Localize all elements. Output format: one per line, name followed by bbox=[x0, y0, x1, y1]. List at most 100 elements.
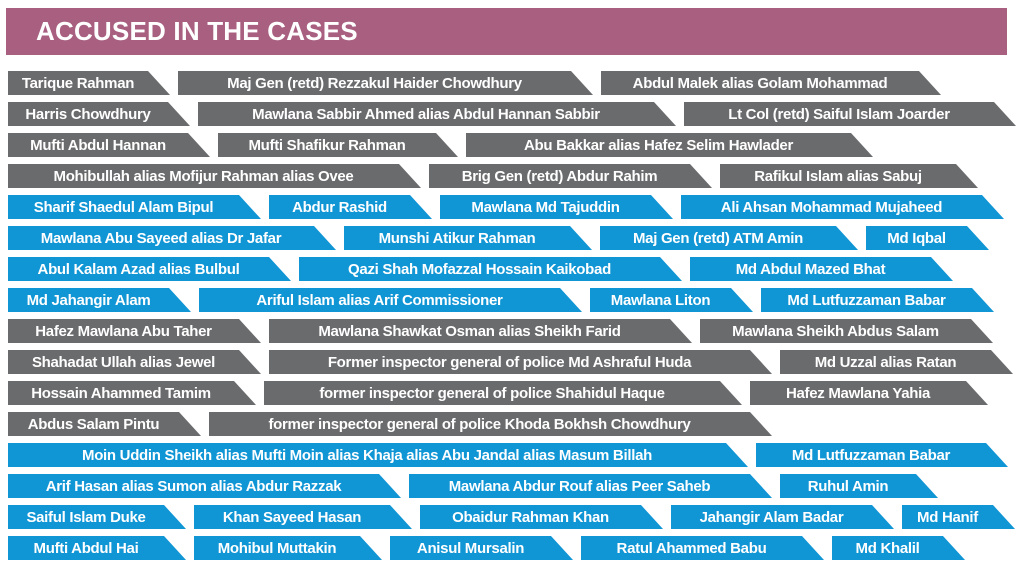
name-banner: Abul Kalam Azad alias Bulbul bbox=[8, 257, 291, 281]
name-banner: Sharif Shaedul Alam Bipul bbox=[8, 195, 261, 219]
name-banner: Jahangir Alam Badar bbox=[671, 505, 894, 529]
accused-name: Qazi Shah Mofazzal Hossain Kaikobad bbox=[348, 260, 611, 278]
banner-row: Hafez Mawlana Abu Taher Mawlana Shawkat O… bbox=[8, 319, 1018, 343]
name-banner: Mawlana Abu Sayeed alias Dr Jafar bbox=[8, 226, 336, 250]
accused-name: Mohibul Muttakin bbox=[217, 539, 337, 557]
banner-row: Harris Chowdhury Mawlana Sabbir Ahmed ali… bbox=[8, 102, 1018, 126]
name-banner: Munshi Atikur Rahman bbox=[344, 226, 592, 250]
accused-name: Maj Gen (retd) ATM Amin bbox=[632, 229, 804, 247]
banner-row: Shahadat Ullah alias Jewel Former inspect… bbox=[8, 350, 1018, 374]
name-banner: Hafez Mawlana Abu Taher bbox=[8, 319, 261, 343]
name-banner: Harris Chowdhury bbox=[8, 102, 190, 126]
name-banner: Md Iqbal bbox=[866, 226, 989, 250]
banner-grid: Tarique Rahman Maj Gen (retd) Rezzakul Ha… bbox=[8, 71, 1018, 562]
accused-name: Shahadat Ullah alias Jewel bbox=[31, 353, 216, 371]
name-banner: Tarique Rahman bbox=[8, 71, 170, 95]
accused-name: Moin Uddin Sheikh alias Mufti Moin alias… bbox=[82, 446, 652, 464]
banner-row: Abul Kalam Azad alias Bulbul Qazi Shah Mo… bbox=[8, 257, 1018, 281]
name-banner: Abu Bakkar alias Hafez Selim Hawlader bbox=[466, 133, 873, 157]
accused-name: Khan Sayeed Hasan bbox=[222, 508, 362, 526]
name-banner: Rafikul Islam alias Sabuj bbox=[720, 164, 978, 188]
name-banner: Shahadat Ullah alias Jewel bbox=[8, 350, 261, 374]
accused-name: Md Iqbal bbox=[887, 229, 946, 247]
name-banner: Md Khalil bbox=[832, 536, 965, 560]
accused-name: Mawlana Md Tajuddin bbox=[471, 198, 620, 216]
accused-name: former inspector general of police Shahi… bbox=[319, 384, 665, 402]
name-banner: Saiful Islam Duke bbox=[8, 505, 186, 529]
accused-name: Tarique Rahman bbox=[21, 74, 135, 92]
accused-name: Mawlana Sheikh Abdus Salam bbox=[732, 322, 939, 340]
accused-name: Lt Col (retd) Saiful Islam Joarder bbox=[728, 105, 950, 123]
name-banner: Hafez Mawlana Yahia bbox=[750, 381, 988, 405]
banner-row: Md Jahangir Alam Ariful Islam alias Arif … bbox=[8, 288, 1018, 312]
accused-name: Md Uzzal alias Ratan bbox=[814, 353, 957, 371]
accused-name: Maj Gen (retd) Rezzakul Haider Chowdhury bbox=[227, 74, 522, 92]
accused-name: Former inspector general of police Md As… bbox=[327, 353, 692, 371]
name-banner: Moin Uddin Sheikh alias Mufti Moin alias… bbox=[8, 443, 748, 467]
name-banner: Ratul Ahammed Babu bbox=[581, 536, 824, 560]
accused-name: Md Lutfuzzaman Babar bbox=[791, 446, 951, 464]
name-banner: Mawlana Md Tajuddin bbox=[440, 195, 673, 219]
accused-name: Mufti Shafikur Rahman bbox=[248, 136, 406, 154]
accused-name: Mawlana Abdur Rouf alias Peer Saheb bbox=[448, 477, 711, 495]
accused-name: Anisul Mursalin bbox=[416, 539, 525, 557]
accused-name: Obaidur Rahman Khan bbox=[452, 508, 609, 526]
accused-name: Mohibullah alias Mofijur Rahman alias Ov… bbox=[53, 167, 354, 185]
accused-name: Sharif Shaedul Alam Bipul bbox=[33, 198, 214, 216]
accused-name: Mufti Abdul Hannan bbox=[30, 136, 166, 154]
accused-name: Abdus Salam Pintu bbox=[27, 415, 160, 433]
accused-name: Jahangir Alam Badar bbox=[699, 508, 844, 526]
accused-name: Ali Ahsan Mohammad Mujaheed bbox=[720, 198, 943, 216]
accused-name: Mawlana Sabbir Ahmed alias Abdul Hannan … bbox=[252, 105, 600, 123]
accused-name: Saiful Islam Duke bbox=[26, 508, 146, 526]
accused-name: Arif Hasan alias Sumon alias Abdur Razza… bbox=[45, 477, 342, 495]
name-banner: Mawlana Sabbir Ahmed alias Abdul Hannan … bbox=[198, 102, 676, 126]
accused-name: Hafez Mawlana Abu Taher bbox=[35, 322, 212, 340]
name-banner: Lt Col (retd) Saiful Islam Joarder bbox=[684, 102, 1016, 126]
banner-row: Saiful Islam Duke Khan Sayeed Hasan Obaidu… bbox=[8, 505, 1018, 529]
accused-name: Abu Bakkar alias Hafez Selim Hawlader bbox=[523, 136, 794, 154]
accused-name: Abdur Rashid bbox=[292, 198, 387, 216]
accused-name: Munshi Atikur Rahman bbox=[378, 229, 536, 247]
name-banner: Mufti Abdul Hannan bbox=[8, 133, 210, 157]
banner-row: Sharif Shaedul Alam Bipul Abdur Rashid Maw… bbox=[8, 195, 1018, 219]
accused-name: Md Jahangir Alam bbox=[26, 291, 151, 309]
name-banner: Mohibul Muttakin bbox=[194, 536, 382, 560]
name-banner: Khan Sayeed Hasan bbox=[194, 505, 412, 529]
name-banner: Mawlana Sheikh Abdus Salam bbox=[700, 319, 993, 343]
name-banner: Obaidur Rahman Khan bbox=[420, 505, 663, 529]
page-title: ACCUSED IN THE CASES bbox=[36, 16, 358, 46]
name-banner: Maj Gen (retd) ATM Amin bbox=[600, 226, 858, 250]
accused-name: Mufti Abdul Hai bbox=[33, 539, 139, 557]
name-banner: Hossain Ahammed Tamim bbox=[8, 381, 256, 405]
name-banner: Qazi Shah Mofazzal Hossain Kaikobad bbox=[299, 257, 682, 281]
accused-name: Ratul Ahammed Babu bbox=[616, 539, 767, 557]
name-banner: Mufti Abdul Hai bbox=[8, 536, 186, 560]
banner-row: Moin Uddin Sheikh alias Mufti Moin alias… bbox=[8, 443, 1018, 467]
name-banner: Arif Hasan alias Sumon alias Abdur Razza… bbox=[8, 474, 401, 498]
name-banner: former inspector general of police Shahi… bbox=[264, 381, 742, 405]
banner-row: Abdus Salam Pintu former inspector genera… bbox=[8, 412, 1018, 436]
name-banner: Mawlana Liton bbox=[590, 288, 753, 312]
name-banner: former inspector general of police Khoda… bbox=[209, 412, 772, 436]
accused-name: former inspector general of police Khoda… bbox=[268, 415, 691, 433]
name-banner: Maj Gen (retd) Rezzakul Haider Chowdhury bbox=[178, 71, 593, 95]
name-banner: Md Uzzal alias Ratan bbox=[780, 350, 1013, 374]
accused-name: Hafez Mawlana Yahia bbox=[785, 384, 931, 402]
name-banner: Abdus Salam Pintu bbox=[8, 412, 201, 436]
accused-name: Harris Chowdhury bbox=[25, 105, 151, 123]
name-banner: Md Lutfuzzaman Babar bbox=[761, 288, 994, 312]
banner-row: Mohibullah alias Mofijur Rahman alias Ov… bbox=[8, 164, 1018, 188]
name-banner: Former inspector general of police Md As… bbox=[269, 350, 772, 374]
accused-name: Abdul Malek alias Golam Mohammad bbox=[632, 74, 888, 92]
accused-name: Md Hanif bbox=[917, 508, 978, 526]
name-banner: Mohibullah alias Mofijur Rahman alias Ov… bbox=[8, 164, 421, 188]
banner-row: Mawlana Abu Sayeed alias Dr Jafar Munshi … bbox=[8, 226, 1018, 250]
name-banner: Md Jahangir Alam bbox=[8, 288, 191, 312]
banner-row: Mufti Abdul Hannan Mufti Shafikur Rahman A… bbox=[8, 133, 1018, 157]
header-bar: ACCUSED IN THE CASES bbox=[6, 8, 1007, 55]
banner-row: Hossain Ahammed Tamim former inspector ge… bbox=[8, 381, 1018, 405]
accused-name: Ruhul Amin bbox=[807, 477, 889, 495]
name-banner: Ruhul Amin bbox=[780, 474, 938, 498]
